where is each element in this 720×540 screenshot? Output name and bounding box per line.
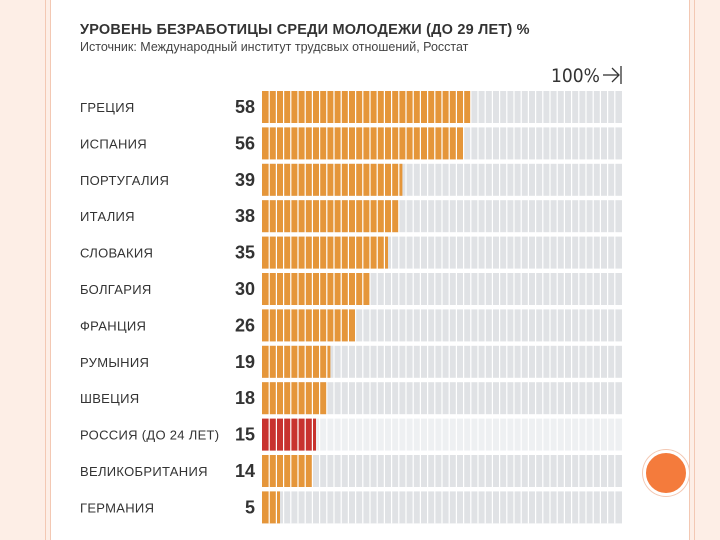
value-label: 35 — [235, 243, 255, 263]
value-label: 38 — [235, 206, 255, 226]
value-label: 14 — [235, 461, 255, 481]
bar — [262, 455, 313, 487]
value-label: 15 — [235, 425, 255, 445]
category-label: ШВЕЦИЯ — [80, 391, 139, 406]
slide-frame-line-left — [45, 0, 46, 540]
category-label: ИСПАНИЯ — [80, 136, 147, 151]
slide-frame-line-right — [694, 0, 695, 540]
arrow-to-edge-icon — [603, 66, 622, 84]
value-label: 56 — [235, 133, 255, 153]
value-label: 30 — [235, 279, 255, 299]
category-label: ИТАЛИЯ — [80, 209, 135, 224]
category-label: СЛОВАКИЯ — [80, 246, 153, 261]
chart-title: УРОВЕНЬ БЕЗРАБОТИЦЫ СРЕДИ МОЛОДЕЖИ (ДО 2… — [80, 22, 530, 38]
value-label: 18 — [235, 388, 255, 408]
bar — [262, 382, 327, 415]
value-label: 19 — [235, 352, 255, 372]
bar — [262, 236, 388, 269]
category-label: ПОРТУГАЛИЯ — [80, 173, 169, 188]
bar — [262, 91, 471, 123]
scale-marker: 100% — [545, 62, 625, 88]
bar — [262, 309, 356, 342]
bar — [262, 200, 399, 233]
bar — [262, 491, 280, 524]
category-label: РОССИЯ (ДО 24 ЛЕТ) — [80, 428, 219, 443]
category-label: ГЕРМАНИЯ — [80, 500, 154, 515]
accent-circle — [643, 450, 689, 496]
bar — [262, 418, 316, 451]
category-label: ВЕЛИКОБРИТАНИЯ — [80, 464, 208, 479]
scale-label: 100% — [551, 65, 600, 87]
category-label: БОЛГАРИЯ — [80, 282, 152, 297]
value-label: 39 — [235, 170, 255, 190]
chart-subtitle: Источник: Международный институт трудсвы… — [80, 40, 469, 54]
value-label: 5 — [245, 497, 255, 517]
bar — [262, 163, 403, 196]
value-label: 26 — [235, 315, 255, 335]
value-label: 58 — [235, 97, 255, 117]
bar — [262, 273, 370, 305]
category-label: РУМЫНИЯ — [80, 355, 149, 370]
category-label: ГРЕЦИЯ — [80, 100, 135, 115]
slide-frame-left — [0, 0, 51, 540]
category-label: ФРАНЦИЯ — [80, 318, 146, 333]
